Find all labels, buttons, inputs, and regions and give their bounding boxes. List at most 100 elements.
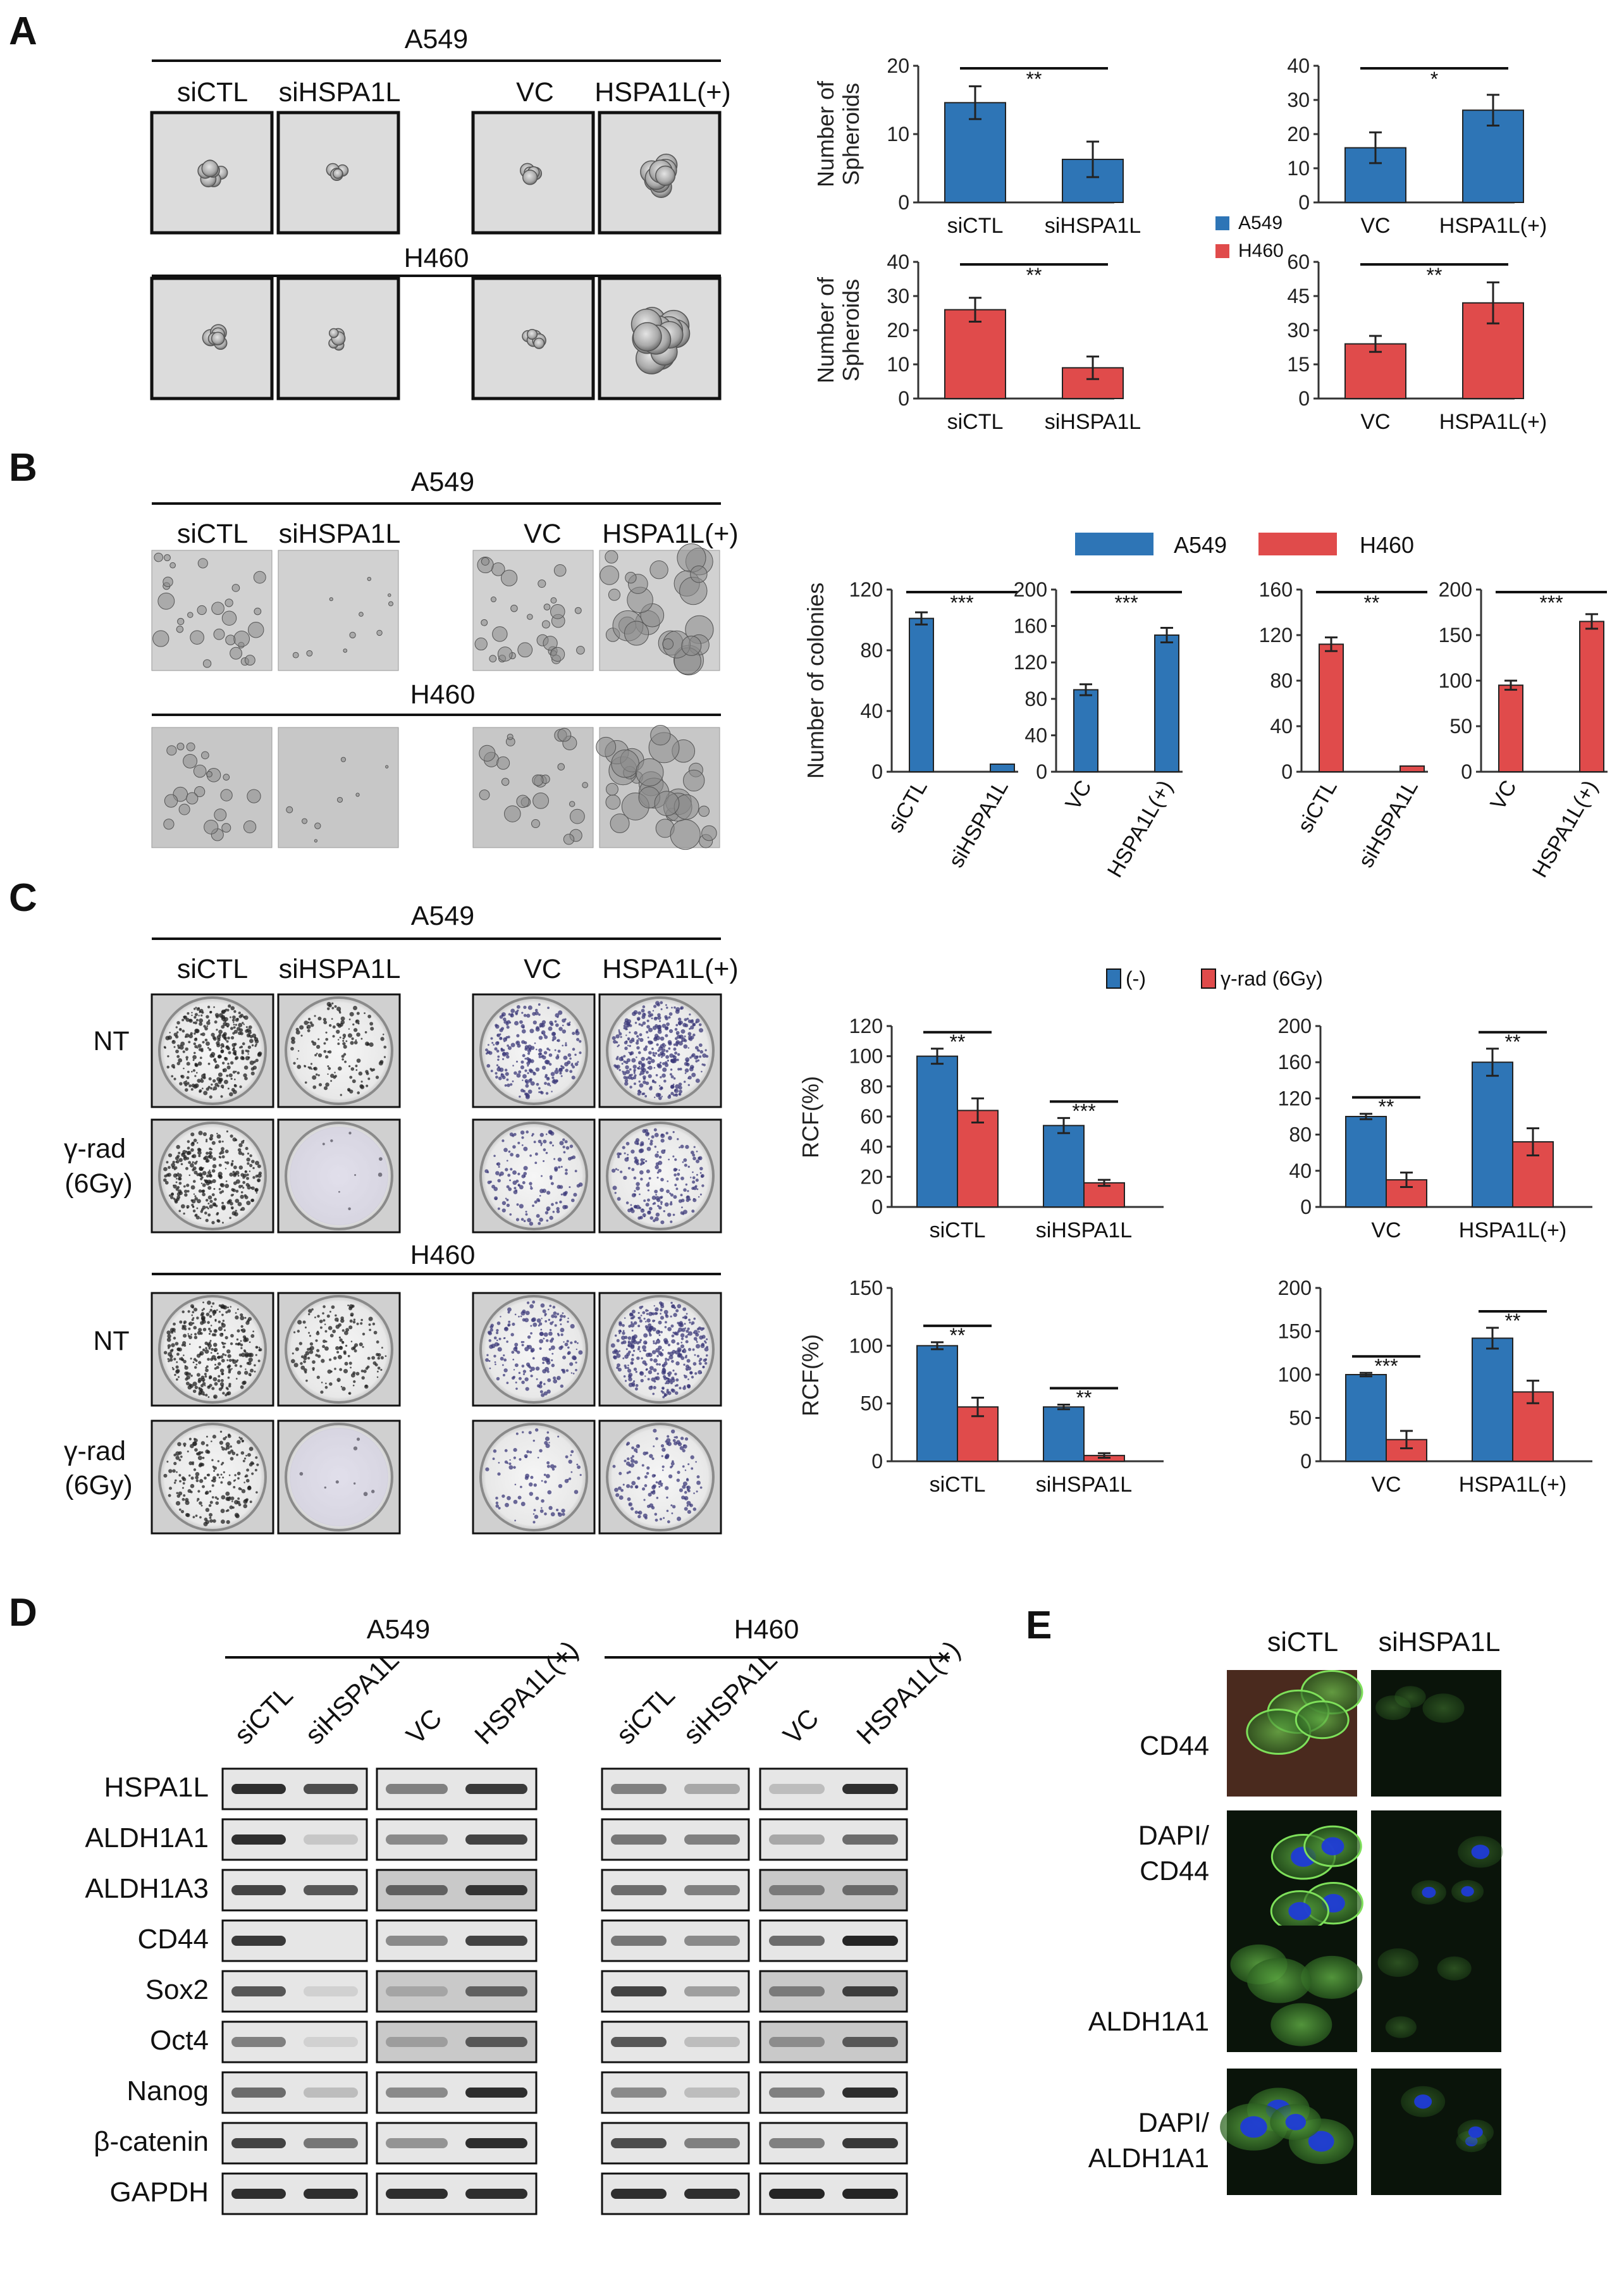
colony-dot	[664, 1321, 667, 1324]
colony-dot	[534, 1042, 536, 1044]
lane-label: siCTL	[177, 77, 248, 108]
colony-dot	[343, 1330, 348, 1335]
colony-dot	[199, 1345, 202, 1349]
blot-band	[465, 1834, 527, 1845]
colony-dot	[348, 1018, 351, 1020]
colony-dot	[550, 1512, 555, 1517]
colony-dot	[233, 1165, 237, 1170]
colony-dot	[579, 1474, 582, 1476]
colony-dot	[220, 1046, 223, 1049]
colony-dot	[674, 1058, 677, 1061]
colony-dot	[662, 1067, 667, 1072]
colony-dot	[211, 1484, 214, 1487]
colony-dot	[293, 1363, 298, 1368]
colony-dot	[696, 1188, 699, 1191]
colony-dot	[616, 1366, 619, 1370]
y-tick-label: 30	[1287, 319, 1310, 342]
colony-dot	[636, 1035, 639, 1038]
colony-dot	[226, 1365, 231, 1369]
colony-dot	[218, 1175, 223, 1178]
cell-line-label: A549	[411, 901, 474, 931]
colony-dot	[639, 1033, 643, 1037]
colony-dot	[194, 1385, 199, 1390]
colony-dot	[569, 1362, 574, 1366]
colony-dot	[331, 1002, 334, 1005]
colony-dot	[316, 1349, 320, 1352]
colony-dot	[198, 1392, 202, 1396]
colony-dot	[207, 1213, 211, 1217]
colony-dot	[532, 1521, 536, 1524]
colony-dot	[220, 1509, 225, 1514]
colony-dot	[183, 1189, 188, 1194]
colony-dot	[692, 1176, 696, 1180]
colony-dot	[255, 1043, 257, 1046]
panel-label-d: D	[9, 1591, 37, 1635]
colony	[187, 612, 194, 618]
significance-mark: **	[1076, 1386, 1092, 1409]
colony-dot	[167, 1055, 169, 1058]
colony-dot	[489, 1325, 493, 1329]
blot-band	[231, 2138, 286, 2148]
colony-dot	[560, 1333, 563, 1337]
colony-dot	[247, 1162, 250, 1165]
colony-dot	[540, 1142, 543, 1145]
y-tick-label: 200	[1439, 578, 1472, 601]
colony-dot	[206, 1087, 209, 1091]
colony-dot	[182, 1477, 187, 1482]
colony-dot	[665, 1055, 670, 1059]
colony-dot	[494, 1342, 499, 1347]
colony-dot	[698, 1156, 701, 1160]
colony-dot	[649, 1330, 651, 1332]
colony-dot	[654, 1080, 657, 1084]
colony-dot	[194, 1170, 198, 1175]
colony-dot	[235, 1070, 237, 1073]
y-tick-label: 0	[1461, 760, 1472, 783]
colony-dot	[173, 1168, 176, 1171]
colony-dot	[626, 1442, 631, 1445]
colony-dot	[506, 1382, 509, 1384]
colony-dot	[566, 1340, 569, 1343]
colony-dot	[192, 1059, 195, 1061]
colony-dot	[544, 1313, 547, 1316]
colony-dot	[336, 1029, 340, 1034]
colony-dot	[307, 1066, 310, 1068]
colony	[253, 571, 266, 584]
blot-band	[611, 2037, 667, 2047]
colony-dot	[212, 1313, 215, 1316]
colony-dot	[206, 1365, 209, 1368]
colony-dot	[358, 1071, 363, 1076]
colony-dot	[660, 1308, 663, 1312]
colony-dot	[489, 1180, 492, 1184]
colony-dot	[684, 1469, 687, 1471]
y-tick-label: 80	[1270, 669, 1293, 692]
colony-dot	[213, 1187, 216, 1191]
colony-dot	[699, 1486, 703, 1489]
legend-a: A549 H460	[1215, 213, 1284, 261]
row-label: NT	[93, 1026, 129, 1056]
colony-dot	[687, 1084, 690, 1086]
colony	[557, 763, 565, 770]
nucleus	[1414, 2094, 1432, 2109]
colony-dot	[250, 1071, 255, 1076]
colony-dot	[663, 1309, 668, 1315]
colony-dot	[678, 1092, 682, 1096]
colony-dot	[212, 1086, 218, 1091]
colony-dot	[631, 1446, 634, 1450]
colony-dot	[196, 1173, 200, 1177]
colony-dot	[655, 1001, 660, 1006]
colony-dot	[241, 1206, 245, 1211]
colony-dot	[245, 1478, 250, 1483]
colony-dot	[207, 1343, 212, 1348]
colony-dot	[658, 1363, 661, 1366]
colony-dot	[337, 1042, 340, 1046]
colony-dot	[522, 1079, 524, 1081]
colony	[481, 619, 488, 626]
colony-dot	[514, 1313, 517, 1316]
colony-dot	[213, 1469, 216, 1472]
colony-dot	[175, 1456, 180, 1460]
y-tick-label: 120	[849, 1015, 883, 1037]
colony-dot	[666, 1496, 668, 1499]
blot-band	[386, 1784, 448, 1794]
colony-dot	[648, 1013, 652, 1018]
colony-dot	[632, 1076, 636, 1080]
